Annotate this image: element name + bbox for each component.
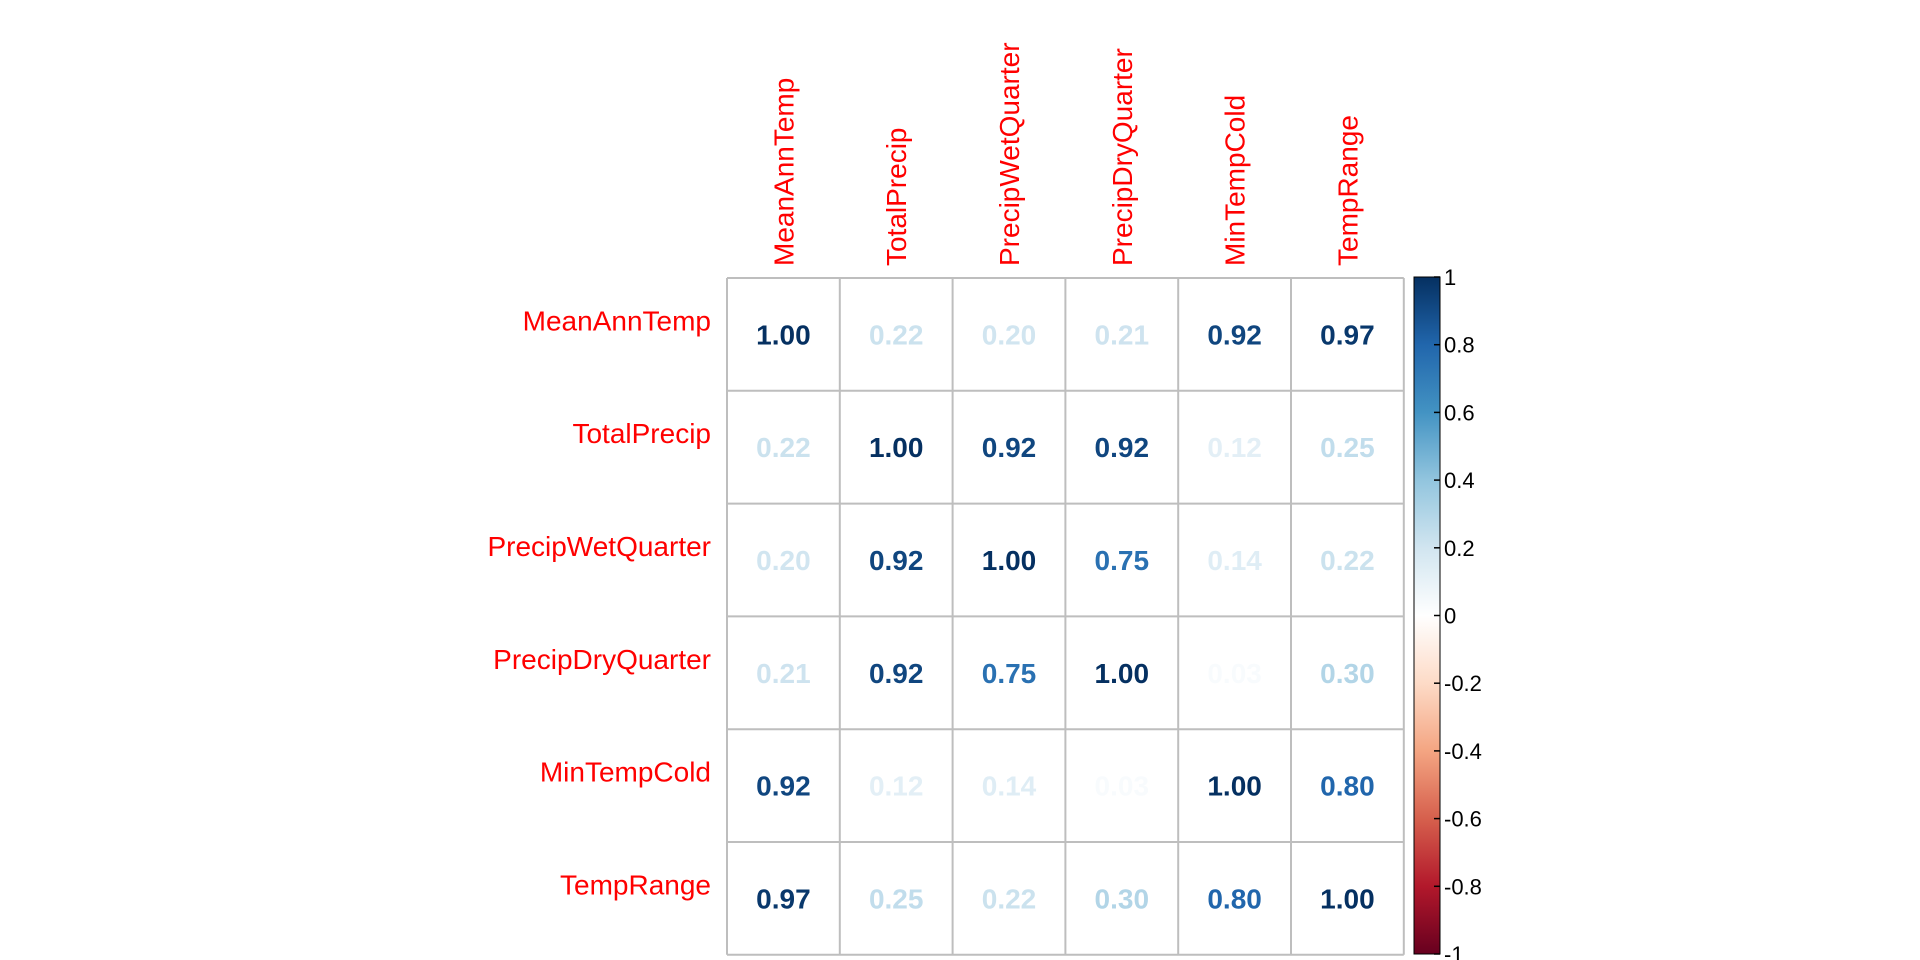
cell-value: 1.00 — [1095, 658, 1150, 689]
cell-value: 0.80 — [1320, 771, 1375, 802]
cell-value: 0.30 — [1320, 658, 1375, 689]
cell-value: 0.12 — [869, 771, 924, 802]
cell-value: 0.12 — [1207, 432, 1262, 463]
column-label: MeanAnnTemp — [768, 78, 799, 266]
cell-value: 0.92 — [756, 771, 811, 802]
cell-value: 0.92 — [869, 545, 924, 576]
column-labels: MeanAnnTemp TotalPrecip PrecipWetQuarter Pr… — [768, 42, 1363, 266]
column-label: TempRange — [1332, 115, 1363, 266]
colorbar-tick-label: -0.6 — [1444, 807, 1482, 832]
cell-value: 0.92 — [982, 432, 1037, 463]
colorbar-tick-label: 0.2 — [1444, 536, 1475, 561]
cell-value: 0.22 — [1320, 545, 1375, 576]
cell-value: 1.00 — [1320, 883, 1375, 914]
row-label: PrecipWetQuarter — [487, 531, 711, 562]
cell-value: 0.80 — [1207, 883, 1262, 914]
cell-value: 0.30 — [1095, 883, 1150, 914]
cell-value: 0.22 — [756, 432, 811, 463]
column-label: PrecipDryQuarter — [1107, 48, 1138, 266]
colorbar-tick-label: -1 — [1444, 942, 1464, 960]
colorbar-tick-label: 0.8 — [1444, 333, 1475, 358]
cell-value: 0.25 — [1320, 432, 1375, 463]
row-labels: MeanAnnTemp TotalPrecip PrecipWetQuarter Pr… — [487, 305, 711, 900]
row-label: TotalPrecip — [572, 418, 711, 449]
column-label: TotalPrecip — [881, 127, 912, 266]
colorbar-tick-label: -0.8 — [1444, 874, 1482, 899]
cell-value: 0.22 — [869, 319, 924, 350]
column-label: MinTempCold — [1220, 95, 1251, 266]
colorbar-tick-label: 0.6 — [1444, 400, 1475, 425]
colorbar-tick-label: -0.4 — [1444, 739, 1482, 764]
cell-value: 0.97 — [1320, 319, 1375, 350]
column-label: PrecipWetQuarter — [994, 42, 1025, 266]
cell-value: 1.00 — [982, 545, 1037, 576]
cell-value: 0.20 — [756, 545, 811, 576]
cell-value: 0.97 — [756, 883, 811, 914]
colorbar: 1 0.8 0.6 0.4 0.2 0 -0.2 -0.4 -0.6 -0.8 -1 — [1413, 265, 1482, 960]
cell-value: 0.21 — [756, 658, 811, 689]
cell-value: 0.03 — [1095, 771, 1150, 802]
cell-value: 0.92 — [1207, 319, 1262, 350]
colorbar-tick-label: 1 — [1444, 265, 1456, 290]
cell-value: 1.00 — [1207, 771, 1262, 802]
cell-value: 0.22 — [982, 883, 1037, 914]
cell-value: 0.25 — [869, 883, 924, 914]
row-label: MeanAnnTemp — [523, 305, 711, 336]
cell-value: 1.00 — [756, 319, 811, 350]
cell-value: 1.00 — [869, 432, 924, 463]
cell-value: 0.20 — [982, 319, 1037, 350]
colorbar-tick-label: 0.4 — [1444, 468, 1475, 493]
colorbar-tick-label: 0 — [1444, 604, 1456, 629]
cell-value: 0.14 — [982, 771, 1037, 802]
row-label: TempRange — [560, 869, 711, 900]
cell-value: 0.03 — [1207, 658, 1262, 689]
colorbar-tick-label: -0.2 — [1444, 671, 1482, 696]
cell-value: 0.75 — [982, 658, 1037, 689]
cell-value: 0.21 — [1095, 319, 1150, 350]
row-label: MinTempCold — [540, 757, 711, 788]
cell-value: 0.92 — [1095, 432, 1150, 463]
heatmap-grid — [726, 277, 1405, 956]
cell-value: 0.75 — [1095, 545, 1150, 576]
cell-value: 0.92 — [869, 658, 924, 689]
row-label: PrecipDryQuarter — [493, 644, 711, 675]
cell-value: 0.14 — [1207, 545, 1262, 576]
